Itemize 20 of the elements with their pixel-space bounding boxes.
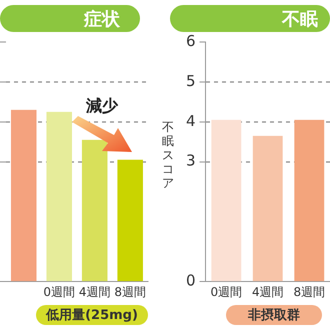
y-tick-label: 3 <box>186 152 196 170</box>
x-tick-label: 0週間 <box>43 284 76 299</box>
y-tick-label: 6 <box>186 32 196 50</box>
x-tick-label: 8週間 <box>293 284 326 299</box>
annotation: 減少 <box>86 96 118 117</box>
chart-title: 症状 <box>0 5 140 32</box>
y-tick-label: 5 <box>186 72 196 90</box>
text: 低用量(25mg) <box>36 305 148 325</box>
text: 非摂取群 <box>226 305 322 325</box>
x-tick-label: 8週間 <box>114 284 146 299</box>
x-tick-label: 4週間 <box>78 284 111 299</box>
bar <box>117 160 143 282</box>
bar <box>10 110 37 282</box>
y-tick-label: 4 <box>186 112 196 130</box>
chart-title: 不眠 <box>170 5 330 32</box>
y-axis-title: 不眠スコア <box>162 120 175 190</box>
x-tick-label: 0週間 <box>210 284 242 299</box>
y-tick-label: 0 <box>186 271 196 290</box>
bar <box>46 112 72 282</box>
x-tick-label: 4週間 <box>252 284 284 299</box>
